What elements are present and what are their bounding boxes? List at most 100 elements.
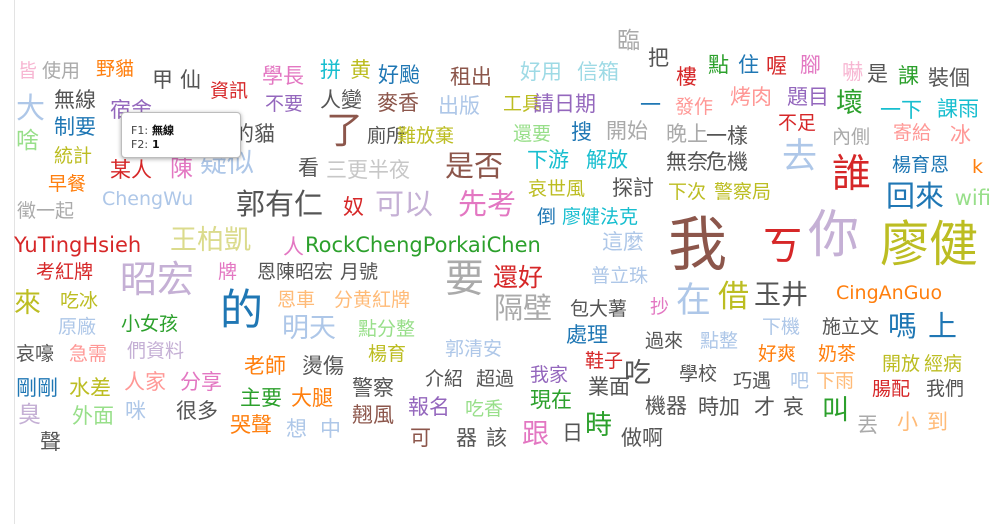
cloud-word[interactable]: 中 xyxy=(320,417,341,441)
cloud-word[interactable]: 小 xyxy=(897,410,918,434)
cloud-word[interactable]: 吃香 xyxy=(465,398,504,420)
cloud-word[interactable]: 去 xyxy=(782,137,818,177)
cloud-word[interactable]: 這麼 xyxy=(602,230,644,254)
cloud-word[interactable]: 器 xyxy=(456,426,477,450)
cloud-word[interactable]: ChengWu xyxy=(102,188,194,210)
cloud-word[interactable]: 鞋子 xyxy=(585,350,624,372)
cloud-word[interactable]: YuTingHsieh xyxy=(14,233,142,257)
cloud-word[interactable]: 急需 xyxy=(69,343,108,365)
cloud-word[interactable]: wifi xyxy=(954,186,991,210)
cloud-word[interactable]: 的 xyxy=(220,286,263,336)
cloud-word[interactable]: 人變 xyxy=(320,88,362,112)
cloud-word[interactable]: 包大薯 xyxy=(570,298,628,320)
cloud-word[interactable]: 一樣 xyxy=(706,124,748,148)
cloud-word[interactable]: 咪 xyxy=(125,399,146,423)
cloud-word[interactable]: 王柏凱 xyxy=(170,225,251,256)
cloud-word[interactable]: 隔壁 xyxy=(494,291,553,325)
cloud-word[interactable]: 甲 xyxy=(152,68,173,92)
cloud-word[interactable]: 無線 xyxy=(54,88,96,112)
cloud-word[interactable]: 借 xyxy=(718,279,749,315)
cloud-word[interactable]: 是否 xyxy=(445,149,504,183)
cloud-word[interactable]: 警察局 xyxy=(714,181,772,203)
cloud-word[interactable]: 某人 xyxy=(110,158,152,182)
cloud-word[interactable]: 該 xyxy=(486,426,507,450)
cloud-word[interactable]: 主要 xyxy=(240,386,282,410)
cloud-word[interactable]: 腸配 xyxy=(872,378,911,400)
cloud-word[interactable]: 資訊 xyxy=(210,80,249,102)
cloud-word[interactable]: 抄 xyxy=(650,296,670,318)
cloud-word[interactable]: 原廠 xyxy=(58,316,97,338)
cloud-word[interactable]: 經病 xyxy=(924,353,963,375)
cloud-word[interactable]: 點分整 xyxy=(358,318,416,340)
cloud-word[interactable]: 日 xyxy=(562,421,583,445)
cloud-word[interactable]: 學長 xyxy=(262,64,304,88)
cloud-word[interactable]: 想 xyxy=(286,417,307,441)
cloud-word[interactable]: 陳 xyxy=(170,156,193,182)
cloud-word[interactable]: 很多 xyxy=(176,399,218,423)
cloud-word[interactable]: 玉井 xyxy=(754,280,808,311)
cloud-word[interactable]: 課雨 xyxy=(937,97,979,121)
cloud-word[interactable]: 來 xyxy=(14,288,41,319)
cloud-word[interactable]: k xyxy=(972,156,984,178)
cloud-word[interactable]: 翹風 xyxy=(352,403,394,427)
cloud-word[interactable]: 水差 xyxy=(69,376,111,400)
cloud-word[interactable]: 一下 xyxy=(880,98,922,122)
cloud-word[interactable]: 們資料 xyxy=(127,340,185,362)
cloud-word[interactable]: 樓 xyxy=(676,65,697,89)
cloud-word[interactable]: 到 xyxy=(927,410,948,434)
cloud-word[interactable]: 晚上 xyxy=(666,122,708,146)
cloud-word[interactable]: 仙 xyxy=(180,68,201,92)
cloud-word[interactable]: 郭有仁 xyxy=(236,187,324,221)
cloud-word[interactable]: 是 xyxy=(867,62,888,86)
cloud-word[interactable]: 還好 xyxy=(493,263,544,292)
cloud-word[interactable]: 機器 xyxy=(645,394,687,418)
cloud-word[interactable]: 廁所 xyxy=(367,125,406,147)
cloud-word[interactable]: 廖健 xyxy=(880,216,979,273)
cloud-word[interactable]: 處理 xyxy=(566,323,608,347)
cloud-word[interactable]: 小女孩 xyxy=(121,313,179,335)
cloud-word[interactable]: 我們 xyxy=(926,378,965,400)
cloud-word[interactable]: 啥 xyxy=(16,128,39,154)
cloud-word[interactable]: 黄 xyxy=(350,58,371,82)
cloud-word[interactable]: 我家 xyxy=(530,364,569,386)
cloud-word[interactable]: 徵一起 xyxy=(17,200,75,222)
cloud-word[interactable]: 三更半夜 xyxy=(326,158,410,182)
cloud-word[interactable]: 恩車 xyxy=(277,289,316,311)
cloud-word[interactable]: 上 xyxy=(928,309,958,343)
cloud-word[interactable]: 麥香 xyxy=(377,91,419,115)
cloud-word[interactable]: 下雨 xyxy=(816,370,855,392)
cloud-word[interactable]: 吧 xyxy=(790,370,810,392)
cloud-word[interactable]: 出版 xyxy=(438,94,480,118)
cloud-word[interactable]: 烤肉 xyxy=(730,85,772,109)
cloud-word[interactable]: 普立珠 xyxy=(591,265,649,287)
cloud-word[interactable]: 才 xyxy=(754,395,775,419)
cloud-word[interactable]: 楊育恩 xyxy=(892,154,950,176)
cloud-word[interactable]: 哀嚎 xyxy=(16,343,55,365)
cloud-word[interactable]: CingAnGuo xyxy=(836,282,943,304)
cloud-word[interactable]: 皆 xyxy=(18,60,38,82)
cloud-word[interactable]: 統計 xyxy=(54,145,93,167)
cloud-word[interactable]: 奴 xyxy=(343,195,364,219)
cloud-word[interactable]: 搜 xyxy=(571,120,592,144)
cloud-word[interactable]: 臭 xyxy=(18,402,41,428)
cloud-word[interactable]: 我 xyxy=(668,210,728,279)
cloud-word[interactable]: RockChengPorkaiChen xyxy=(305,233,541,257)
cloud-word[interactable]: 哀世風 xyxy=(528,178,586,200)
cloud-word[interactable]: 大 xyxy=(16,91,46,125)
cloud-word[interactable]: 先考 xyxy=(458,187,517,221)
cloud-word[interactable]: 臨 xyxy=(617,28,640,54)
cloud-word[interactable]: 下機 xyxy=(762,316,801,338)
cloud-word[interactable]: 你 xyxy=(808,206,860,265)
cloud-word[interactable]: 工具 xyxy=(503,93,542,115)
cloud-word[interactable]: 巧遇 xyxy=(733,370,772,392)
cloud-word[interactable]: 好用 xyxy=(520,60,562,84)
cloud-word[interactable]: 牌 xyxy=(218,261,238,283)
cloud-word[interactable]: 哭聲 xyxy=(230,413,272,437)
cloud-word[interactable]: 不足 xyxy=(778,112,817,134)
cloud-word[interactable]: 聲 xyxy=(40,430,61,454)
cloud-word[interactable]: 回來 xyxy=(886,179,945,213)
cloud-word[interactable]: 寄給 xyxy=(893,122,932,144)
cloud-word[interactable]: 好爽 xyxy=(758,343,797,365)
cloud-word[interactable]: 明天 xyxy=(282,313,336,344)
cloud-word[interactable]: 裝個 xyxy=(928,66,970,90)
